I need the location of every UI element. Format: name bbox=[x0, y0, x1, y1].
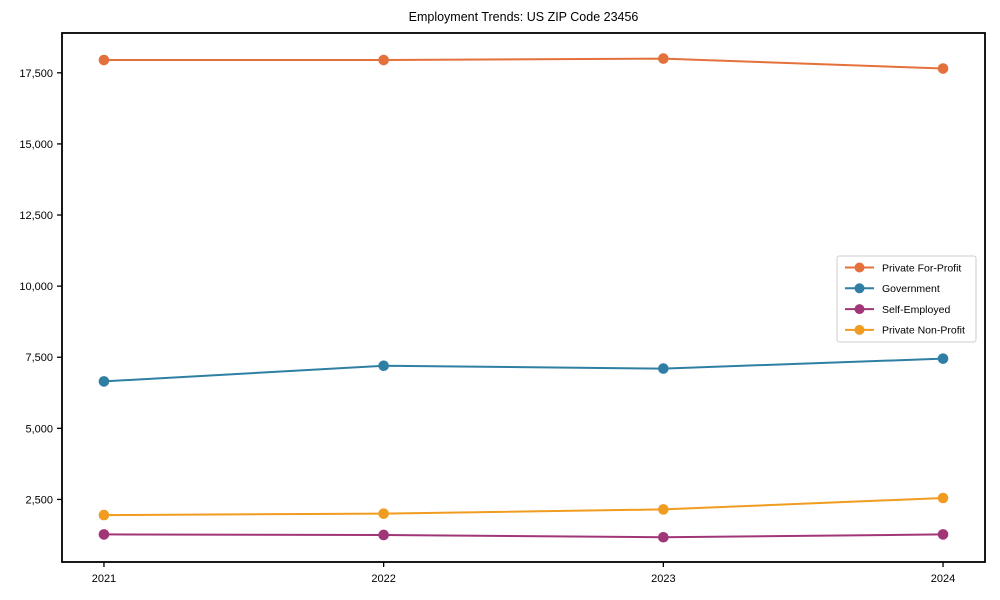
data-point-marker bbox=[937, 529, 949, 540]
legend-marker-icon bbox=[854, 304, 865, 315]
data-point-marker bbox=[378, 508, 389, 519]
y-tick-label: 12,500 bbox=[19, 210, 53, 222]
legend-item-government: Government bbox=[845, 283, 940, 295]
plot-border bbox=[61, 32, 986, 563]
legend-label: Private For-Profit bbox=[882, 262, 961, 274]
x-tick-label: 2023 bbox=[651, 573, 675, 585]
legend-marker-icon bbox=[854, 283, 865, 294]
series-line bbox=[103, 57, 944, 70]
data-point-marker bbox=[937, 353, 949, 364]
data-point-marker bbox=[378, 54, 389, 66]
data-point-marker bbox=[658, 531, 669, 543]
data-point-marker bbox=[937, 492, 949, 504]
series-line bbox=[103, 497, 944, 517]
series-government bbox=[98, 353, 949, 387]
legend-label: Private Non-Profit bbox=[882, 325, 965, 337]
legend-item-private-non-profit: Private Non-Profit bbox=[845, 325, 965, 337]
legend-marker-icon bbox=[854, 324, 865, 335]
y-tick-label: 17,500 bbox=[19, 68, 53, 80]
data-point-marker bbox=[378, 360, 389, 372]
y-tick-label: 15,000 bbox=[19, 139, 53, 151]
legend-marker-icon bbox=[854, 262, 865, 273]
legend-box bbox=[836, 255, 977, 343]
x-tick-label: 2021 bbox=[92, 573, 116, 585]
legend-item-self-employed: Self-Employed bbox=[845, 304, 950, 316]
chart-title: Employment Trends: US ZIP Code 23456 bbox=[408, 10, 639, 24]
legend-label: Government bbox=[882, 283, 940, 295]
y-tick-label: 2,500 bbox=[25, 494, 53, 506]
x-tick-label: 2022 bbox=[371, 573, 395, 585]
data-point-marker bbox=[98, 509, 110, 521]
legend-item-private-for-profit: Private For-Profit bbox=[845, 262, 961, 274]
data-point-marker bbox=[658, 363, 669, 374]
data-point-marker bbox=[378, 529, 389, 541]
y-tick-label: 5,000 bbox=[25, 423, 53, 435]
y-tick-label: 10,000 bbox=[19, 281, 53, 293]
data-point-marker bbox=[658, 53, 669, 64]
data-point-marker bbox=[98, 529, 110, 540]
x-axis: 2021 2022 2023 2024 bbox=[92, 562, 955, 585]
series-private-non-profit bbox=[98, 492, 949, 521]
y-tick-label: 7,500 bbox=[25, 352, 53, 364]
data-point-marker bbox=[937, 63, 949, 74]
y-axis: 2,500 5,000 7,500 10,000 12,500 15,000 17,500 bbox=[19, 68, 62, 506]
legend-label: Self-Employed bbox=[882, 304, 950, 316]
series-line bbox=[103, 357, 944, 383]
data-point-marker bbox=[98, 54, 110, 66]
data-point-marker bbox=[658, 504, 669, 515]
series-self-employed bbox=[98, 529, 949, 543]
series-line bbox=[103, 533, 944, 539]
series-private-for-profit bbox=[98, 53, 949, 74]
legend: Private For-Profit Government Self-Employe… bbox=[836, 255, 977, 343]
x-tick-label: 2024 bbox=[931, 573, 955, 585]
data-point-marker bbox=[98, 376, 110, 387]
